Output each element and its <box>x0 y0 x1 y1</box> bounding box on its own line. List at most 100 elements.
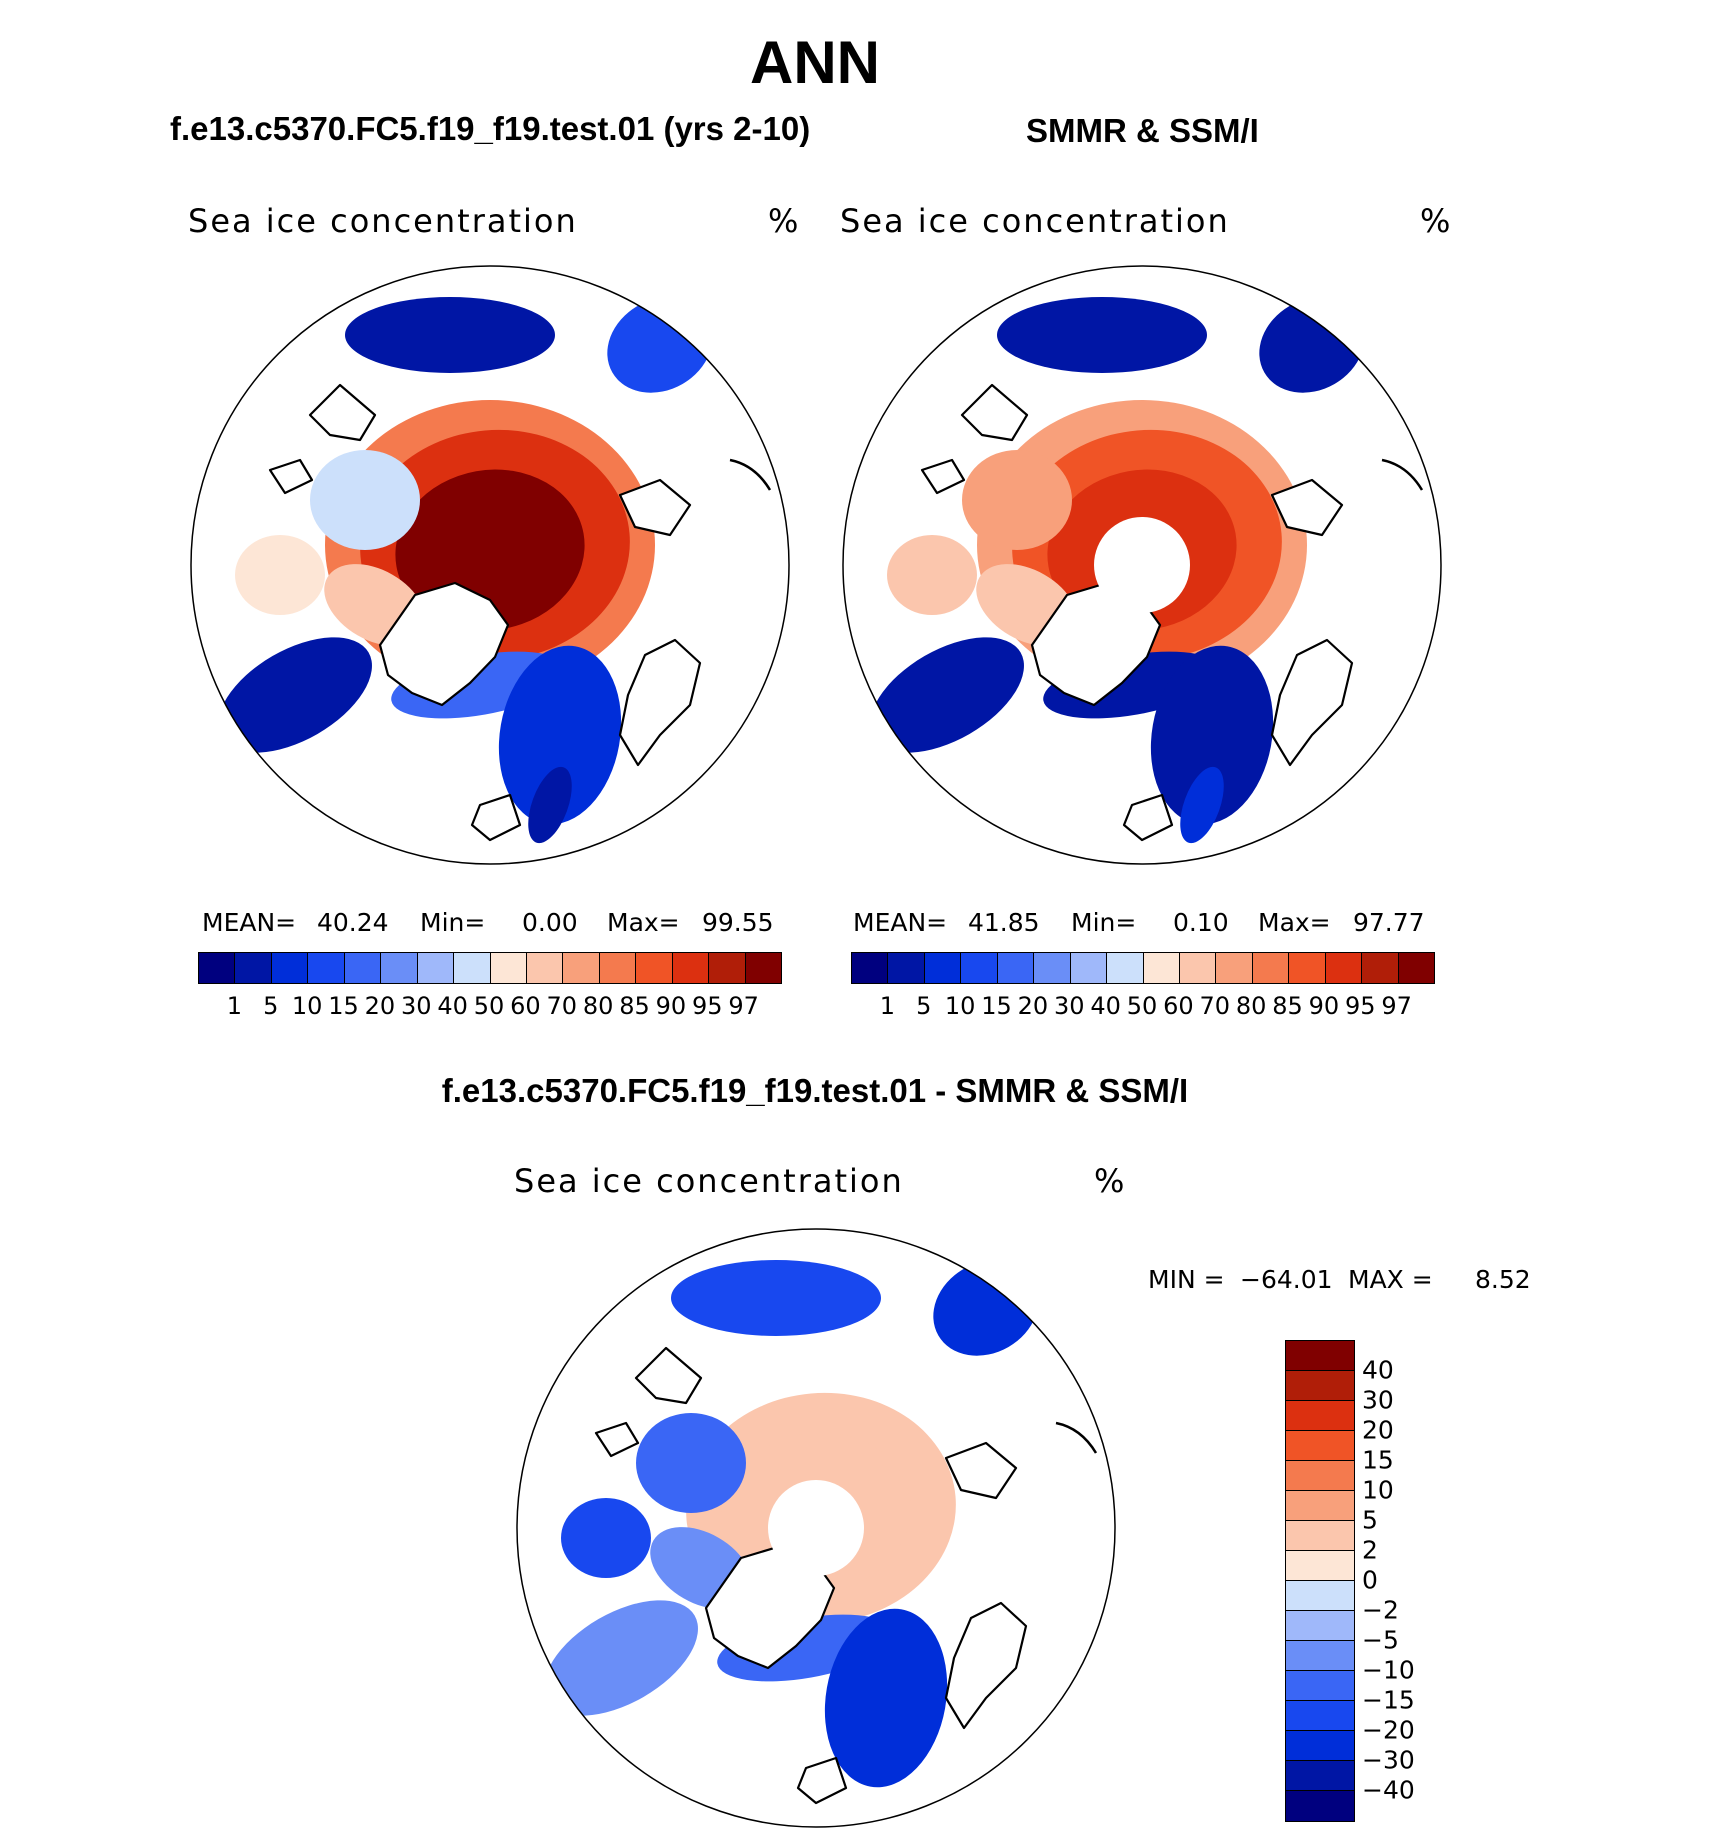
panel3-case-title: f.e13.c5370.FC5.f19_f19.test.01 - SMMR &… <box>441 1072 1189 1109</box>
colorbar-tick-label: 40 <box>1090 992 1121 1020</box>
region-barents-sea <box>498 645 622 825</box>
colorbar-tick-label: 90 <box>655 992 687 1020</box>
mean-value: 41.85 <box>968 908 1040 937</box>
landmass-aleutian-arc <box>729 458 772 491</box>
colorbar-tick-label: 97 <box>1381 992 1412 1020</box>
region-barents-sea <box>1150 645 1274 825</box>
landmass-aleutian-arc <box>1055 1421 1098 1454</box>
colorbar-swatch <box>1286 1371 1354 1401</box>
colorbar-tick-label: 50 <box>473 992 505 1020</box>
colorbar-tick-label: 10 <box>1362 1475 1394 1505</box>
max-value: 97.77 <box>1353 908 1425 937</box>
panel1-case-title: f.e13.c5370.FC5.f19_f19.test.01 (yrs 2-1… <box>170 110 811 147</box>
max-value: 99.55 <box>702 908 774 937</box>
region-labrador-sea <box>218 637 372 753</box>
max-label: Max= <box>1258 908 1331 937</box>
colorbar-swatch <box>1179 953 1217 983</box>
colorbar-swatch <box>924 953 962 983</box>
colorbar-swatch <box>1286 1491 1354 1521</box>
colorbar-tick-label: 30 <box>400 992 432 1020</box>
colorbar-tick-label: 30 <box>1362 1385 1394 1415</box>
colorbar-tick-label: 50 <box>1126 992 1158 1020</box>
colorbar-swatch <box>1286 1641 1354 1671</box>
colorbar-tick-label: 1 <box>879 992 896 1020</box>
colorbar-swatch <box>1143 953 1180 983</box>
colorbar-swatch <box>1286 1431 1354 1461</box>
region-hudson-bay <box>235 535 325 615</box>
colorbar-swatch <box>235 953 272 983</box>
colorbar-swatch <box>709 953 746 983</box>
colorbar-swatch <box>636 953 673 983</box>
colorbar-tick-label: 0 <box>1362 1565 1378 1595</box>
landmass-arctic-islands <box>268 458 314 495</box>
panel3-colorbar-ticks: 40 30 20 15 10 5 2 0 −2 −5 −10 −15 −20 −30 −40 <box>1362 1340 1442 1820</box>
colorbar-swatch <box>1286 1761 1354 1791</box>
colorbar-tick-label: 95 <box>691 992 723 1020</box>
colorbar-swatch <box>997 953 1035 983</box>
colorbar-tick-label: 10 <box>291 992 323 1020</box>
region-bering-sea <box>671 1260 881 1336</box>
colorbar-tick-label: 1 <box>226 992 243 1020</box>
mean-label: MEAN= <box>202 908 297 937</box>
colorbar-swatch <box>888 953 925 983</box>
landmass-north-america <box>308 383 377 442</box>
colorbar-swatch <box>961 953 998 983</box>
colorbar-swatch <box>1070 953 1108 983</box>
landmass-british-isles <box>796 1756 848 1805</box>
landmass-scandinavia <box>944 1601 1028 1730</box>
colorbar-tick-label: −40 <box>1362 1775 1415 1805</box>
colorbar-tick-label: 80 <box>1235 992 1267 1020</box>
colorbar-tick-label: 30 <box>1053 992 1085 1020</box>
landmass-scandinavia <box>1270 638 1354 767</box>
landmass-north-america <box>960 383 1029 442</box>
colorbar-swatch <box>745 953 781 983</box>
panel1-stats: MEAN= 40.24 Min= 0.00 Max= 99.55 <box>202 908 782 940</box>
colorbar-swatch <box>1286 1701 1354 1731</box>
colorbar-tick-label: 15 <box>1362 1445 1394 1475</box>
panel3-label: Sea ice concentration <box>514 1162 904 1200</box>
panel2-stats: MEAN= 41.85 Min= 0.10 Max= 97.77 <box>853 908 1433 940</box>
max-value: 8.52 <box>1475 1265 1531 1294</box>
colorbar-tick-label: 15 <box>328 992 359 1020</box>
colorbar-swatch <box>1286 1551 1354 1581</box>
colorbar-swatch <box>344 953 382 983</box>
colorbar-tick-label: −5 <box>1362 1625 1399 1655</box>
region-hudson-bay <box>561 1498 651 1578</box>
colorbar-tick-label: −2 <box>1362 1595 1399 1625</box>
colorbar-tick-label: 20 <box>1017 992 1049 1020</box>
panel2-units: % <box>1420 202 1451 240</box>
landmass-siberian-islands <box>1270 478 1344 537</box>
panel1-polar-map <box>190 265 790 865</box>
colorbar-tick-label: 70 <box>546 992 578 1020</box>
map-boundary-circle <box>842 265 1442 865</box>
colorbar-swatch <box>308 953 345 983</box>
colorbar-swatch <box>852 953 889 983</box>
colorbar-tick-label: 60 <box>1163 992 1194 1020</box>
min-value: 0.10 <box>1173 908 1229 937</box>
colorbar-swatch <box>1286 1341 1354 1371</box>
region-canadian-archipelago <box>962 450 1072 550</box>
panel2-case-title: SMMR & SSM/I <box>1026 112 1259 149</box>
landmass-north-america <box>634 1346 703 1405</box>
panel3-polar-map <box>516 1228 1116 1828</box>
colorbar-tick-label: 15 <box>981 992 1012 1020</box>
colorbar-tick-label: 20 <box>364 992 396 1020</box>
colorbar-swatch <box>1216 953 1253 983</box>
colorbar-swatch <box>381 953 418 983</box>
colorbar-tick-label: 20 <box>1362 1415 1394 1445</box>
panel2-polar-map <box>842 265 1442 865</box>
panel2-colorbar <box>851 952 1435 984</box>
region-baltic-sea <box>528 766 572 844</box>
landmass-british-isles <box>1122 793 1174 842</box>
landmass-arctic-islands <box>594 1421 640 1458</box>
pole-hole <box>1094 517 1190 613</box>
colorbar-swatch <box>1325 953 1363 983</box>
colorbar-swatch <box>1286 1581 1354 1611</box>
colorbar-swatch <box>1286 1401 1354 1431</box>
min-value: 0.00 <box>522 908 578 937</box>
max-label: MAX = <box>1348 1265 1433 1294</box>
colorbar-tick-label: 40 <box>1362 1355 1394 1385</box>
colorbar-swatch <box>1286 1521 1354 1551</box>
colorbar-tick-label: −15 <box>1362 1685 1415 1715</box>
region-labrador-sea <box>544 1600 698 1716</box>
